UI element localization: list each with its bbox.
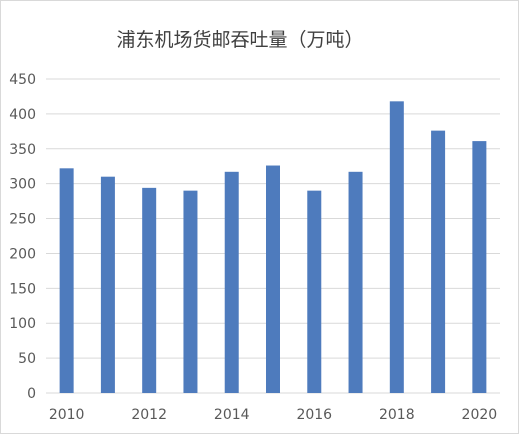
x-tick-label: 2018 (379, 407, 415, 423)
bar-2020 (472, 141, 487, 393)
y-tick-label: 400 (9, 107, 36, 123)
bar-2010 (59, 168, 74, 393)
y-tick-label: 350 (9, 142, 36, 158)
y-tick-label: 150 (9, 281, 36, 297)
bar-2016 (307, 190, 322, 393)
bar-2019 (431, 130, 446, 393)
bar-2012 (142, 187, 157, 393)
bar-2017 (348, 171, 363, 393)
bar-2013 (183, 190, 198, 393)
y-tick-label: 250 (9, 212, 36, 228)
chart-title: 浦东机场货邮吞吐量（万吨） (116, 29, 364, 51)
bar-2011 (100, 176, 115, 393)
bar-2014 (224, 171, 239, 393)
bars (59, 101, 487, 393)
bar-2018 (389, 101, 404, 393)
y-tick-label: 50 (18, 351, 36, 367)
x-tick-label: 2014 (214, 407, 250, 423)
x-tick-label: 2012 (131, 407, 167, 423)
y-tick-label: 450 (9, 72, 36, 88)
y-tick-label: 300 (9, 177, 36, 193)
y-axis-tick-labels: 0 50 100 150 200 250 300 350 400 450 (9, 72, 36, 402)
y-tick-label: 200 (9, 246, 36, 262)
x-tick-label: 2010 (49, 407, 85, 423)
x-axis-tick-labels: 2010 2012 2014 2016 2018 2020 (49, 407, 497, 423)
y-tick-label: 0 (27, 386, 36, 402)
y-tick-label: 100 (9, 316, 36, 332)
x-tick-label: 2016 (296, 407, 332, 423)
bar-2015 (266, 165, 280, 393)
x-tick-label: 2020 (462, 407, 498, 423)
